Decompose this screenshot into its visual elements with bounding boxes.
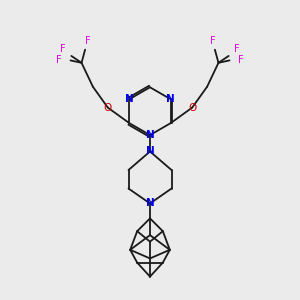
Text: O: O (104, 103, 112, 112)
Text: F: F (234, 44, 240, 54)
Text: F: F (210, 36, 215, 46)
Text: F: F (85, 36, 90, 46)
Text: F: F (56, 56, 62, 65)
Text: N: N (125, 94, 134, 104)
Text: F: F (238, 56, 244, 65)
Text: N: N (166, 94, 175, 104)
Text: N: N (146, 146, 154, 157)
Text: N: N (146, 130, 154, 140)
Text: N: N (146, 199, 154, 208)
Text: F: F (60, 44, 66, 54)
Text: O: O (188, 103, 196, 112)
